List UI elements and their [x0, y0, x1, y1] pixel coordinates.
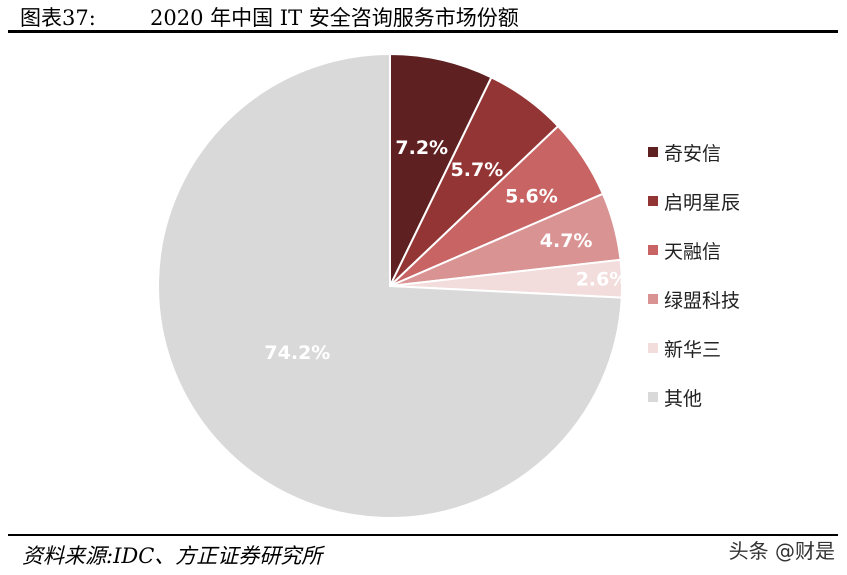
- pie-slice-1: [389, 52, 493, 287]
- figure-label: 图表37:: [20, 6, 96, 30]
- legend-label-6: 其他: [664, 388, 702, 410]
- slice-labels: 7.2%5.7%5.6% 4.7% 2.6% 74.2%: [264, 137, 628, 364]
- legend-label-1: 奇安信: [664, 143, 721, 165]
- legend-swatch-5: [648, 343, 658, 353]
- legend-swatch-4: [648, 294, 658, 304]
- watermark: 头条 @财是: [728, 539, 835, 563]
- bottom-rule: [8, 534, 838, 536]
- legend-swatch-2: [648, 196, 658, 206]
- chart-title: 2020 年中国 IT 安全咨询服务市场份额: [150, 6, 519, 30]
- slice-label-5: 2.6%: [576, 269, 629, 291]
- legend-swatch-6: [648, 392, 658, 402]
- legend-label-4: 绿盟科技: [664, 290, 740, 312]
- slice-label-1: 7.2%: [395, 137, 448, 159]
- source-note: 资料来源:IDC、方正证券研究所: [22, 544, 323, 568]
- pie-slices: [157, 52, 623, 519]
- legend-label-2: 启明星辰: [664, 192, 740, 214]
- pie-slice-6: [157, 52, 623, 519]
- legend-label-5: 新华三: [664, 339, 721, 361]
- slice-label-6: 74.2%: [264, 342, 330, 364]
- legend-swatch-3: [648, 245, 658, 255]
- slice-label-2: 5.7%: [451, 159, 504, 181]
- legend-label-3: 天融信: [664, 241, 721, 263]
- legend-swatch-1: [648, 147, 658, 157]
- slice-label-3: 5.6%: [505, 185, 558, 207]
- top-rule: [8, 30, 838, 33]
- slice-label-4: 4.7%: [540, 230, 593, 252]
